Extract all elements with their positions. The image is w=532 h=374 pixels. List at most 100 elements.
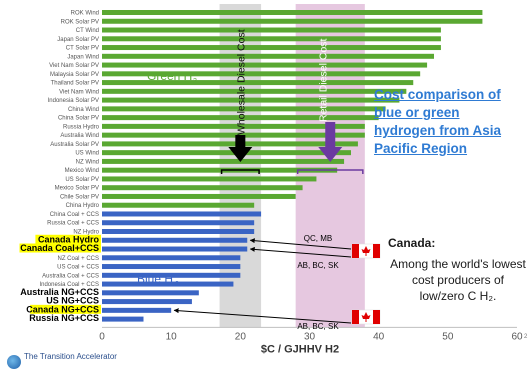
bar-us-coal-ccs	[102, 264, 241, 270]
category-label: Indonesia Coal + CCS	[39, 282, 99, 288]
x-tick-label: 30	[304, 331, 316, 342]
category-label: China Coal + CCS	[50, 212, 99, 218]
category-label: Australia NG+CCS	[20, 287, 99, 297]
bar-indonesia-coal-ccs	[102, 281, 234, 287]
bar-ct-wind	[102, 27, 441, 33]
bar-canada-ng-ccs	[102, 307, 172, 313]
canada-flag-icon	[351, 309, 381, 325]
bar-us-wind	[102, 150, 351, 156]
bar-china-hydro	[102, 202, 255, 208]
bar-canada-hydro	[102, 237, 248, 243]
retail-arrow	[318, 122, 343, 162]
annotation-arrow	[249, 238, 352, 250]
category-label: Viet Nam Wind	[59, 89, 99, 95]
logo-text: The Transition Accelerator	[24, 352, 117, 361]
province-annotation: AB, BC, SK	[297, 261, 339, 270]
bar-thailand-solar-pv	[102, 80, 414, 86]
category-label: China Hydro	[66, 203, 100, 209]
bar-malaysia-solar-pv	[102, 71, 421, 77]
bar-chile-solar-pv	[102, 193, 296, 199]
green-h2-label: Green H	[147, 69, 192, 83]
logo-icon	[7, 355, 21, 369]
bar-china-solar-pv	[102, 115, 379, 121]
category-label: Russia Coal + CCS	[47, 221, 99, 227]
wholesale-arrow	[228, 135, 253, 162]
x-tick-label: 40	[373, 331, 385, 342]
category-label: US Wind	[75, 151, 99, 157]
bar-viet-nam-wind	[102, 88, 407, 94]
category-label: Australia Coal + CCS	[42, 273, 99, 279]
category-label: Mexico Wind	[65, 168, 99, 174]
bar-rok-wind	[102, 10, 483, 15]
bar-china-wind	[102, 106, 386, 112]
bar-russia-coal-ccs	[102, 220, 255, 226]
bar-china-coal-ccs	[102, 211, 262, 217]
category-label: NZ Coal + CCS	[57, 256, 99, 262]
bar-russia-ng-ccs	[102, 316, 144, 322]
bar-rok-solar-pv	[102, 18, 483, 24]
category-label: NZ Wind	[76, 159, 99, 165]
bar-nz-hydro	[102, 229, 255, 234]
annotation-arrow	[173, 308, 352, 324]
bar-australia-wind	[102, 132, 365, 138]
category-label: Australia Wind	[60, 133, 99, 139]
category-label: Mexico Solar PV	[55, 186, 99, 192]
annotation-arrow	[249, 246, 352, 258]
blue-h2-subscript: 2	[175, 281, 179, 288]
bar-mexico-wind	[102, 167, 338, 173]
category-label: Thailand Solar PV	[51, 81, 99, 87]
bar-canada-coal-ccs	[102, 246, 248, 252]
highlight-mark	[19, 243, 101, 253]
category-label: US Solar PV	[65, 177, 99, 183]
province-annotation: AB, BC, SK	[297, 322, 339, 331]
bar-ct-solar-pv	[102, 45, 441, 51]
page-number: 2	[524, 334, 528, 340]
bar-nz-wind	[102, 158, 345, 164]
blue-h2-label: Blue H	[137, 272, 173, 286]
wholesale-diesel-label: Wholesale Diesel Cost	[235, 29, 247, 135]
retail-diesel-label: Retail Diesel Cost	[317, 38, 329, 122]
bar-nz-coal-ccs	[102, 255, 241, 261]
x-tick-label: 0	[99, 331, 105, 342]
category-label: ROK Wind	[71, 11, 99, 17]
category-label: Canada Coal+CCS	[20, 243, 99, 253]
category-label: Russia NG+CCS	[29, 313, 99, 323]
category-label: Japan Solar PV	[57, 37, 99, 43]
category-label: Australia Solar PV	[50, 142, 99, 148]
canada-flag-icon	[351, 243, 381, 259]
province-annotation: QC, MB	[304, 234, 332, 243]
bar-japan-wind	[102, 53, 434, 59]
green-h2-subscript: 2	[193, 78, 197, 85]
bar-russia-hydro	[102, 123, 365, 129]
canada-heading: Canada:	[388, 236, 436, 250]
category-label: US Coal + CCS	[57, 265, 99, 271]
category-label: Indonesia Solar PV	[48, 98, 99, 104]
retail-diesel-band	[295, 4, 365, 328]
wholesale-bracket	[220, 169, 260, 174]
category-label: NZ Hydro	[73, 230, 99, 236]
bar-indonesia-solar-pv	[102, 97, 400, 103]
canada-text: Among the world's lowest cost producers …	[390, 257, 526, 303]
category-label: CT Wind	[76, 28, 99, 34]
category-label: China Solar PV	[58, 116, 99, 122]
x-tick-label: 20	[235, 331, 247, 342]
category-label: Viet Nam Solar PV	[49, 63, 99, 69]
bar-us-solar-pv	[102, 176, 317, 182]
bar-mexico-solar-pv	[102, 185, 303, 191]
x-tick-label: 60	[511, 331, 523, 342]
category-label: ROK Solar PV	[61, 19, 99, 25]
bar-viet-nam-solar-pv	[102, 62, 428, 68]
category-label: US NG+CCS	[46, 296, 99, 306]
category-label: Malaysia Solar PV	[50, 72, 99, 78]
bar-australia-solar-pv	[102, 141, 358, 147]
transition-accelerator-logo: The Transition Accelerator	[7, 352, 117, 372]
category-label: Canada Hydro	[38, 234, 100, 244]
retail-bracket	[296, 169, 364, 174]
x-tick-label: 50	[442, 331, 454, 342]
bar-australia-ng-ccs	[102, 290, 199, 296]
bar-japan-solar-pv	[102, 36, 441, 42]
bar-australia-coal-ccs	[102, 272, 241, 278]
category-label: Russia Hydro	[63, 124, 100, 130]
x-axis-label: $C / GJHHV H2	[261, 343, 339, 355]
